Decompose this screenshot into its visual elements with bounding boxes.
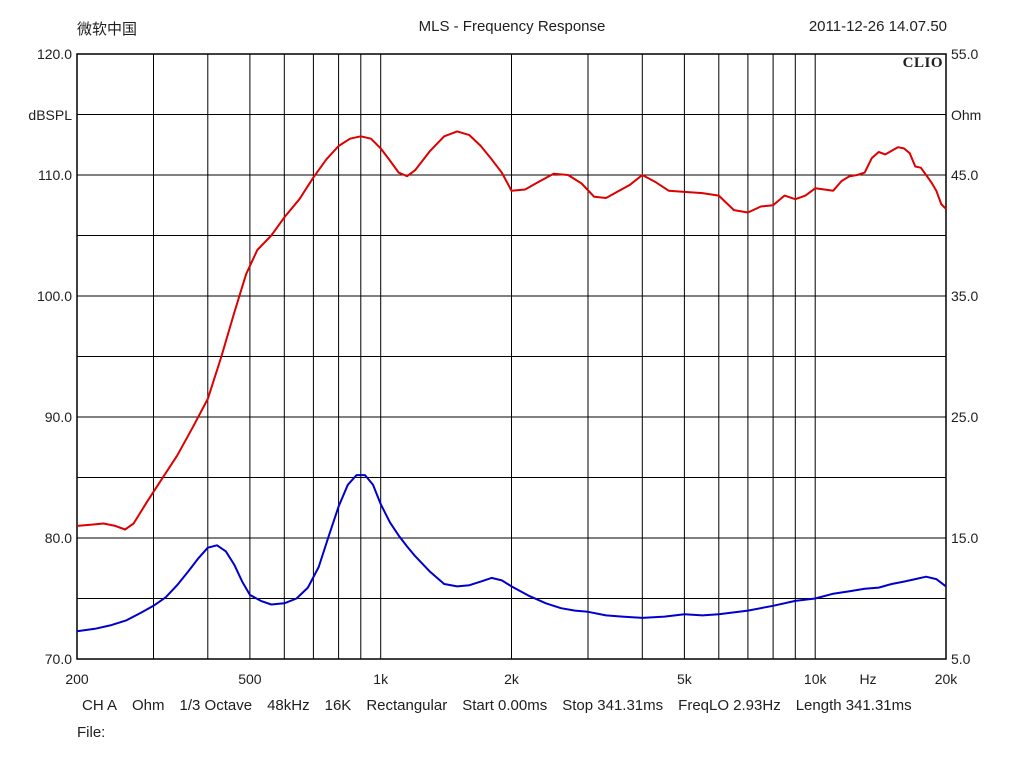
x-tick-label: 200 [65,671,89,687]
param-item: Stop 341.31ms [562,697,664,714]
file-label: File: [77,724,106,741]
y-right-tick-label: 45.0 [951,167,978,183]
x-tick-label: 5k [677,671,693,687]
y-right-tick-label: 15.0 [951,530,978,546]
param-item: Rectangular [366,697,448,714]
param-item: Ohm [132,697,165,714]
axis-labels: 120.0 110.0 100.0 90.0 80.0 70.0 55.0 45.0 35.0 2… [28,46,981,687]
y-right-tick-label: 35.0 [951,288,978,304]
y-left-tick-label: 70.0 [45,651,72,667]
y-left-tick-label: 120.0 [37,46,72,62]
x-tick-label: 1k [373,671,389,687]
impedance-curve [76,474,947,633]
param-item: Length 341.31ms [795,697,912,714]
param-item: 1/3 Octave [179,697,253,714]
param-item: Start 0.00ms [462,697,548,714]
x-tick-label: 20k [935,671,959,687]
chart-title: MLS - Frequency Response [418,18,606,35]
y-right-tick-label: 25.0 [951,409,978,425]
y-left-tick-label: 100.0 [37,288,72,304]
series-layer [76,130,947,633]
param-item: 48kHz [267,697,310,714]
clio-logo: CLIO [903,55,943,71]
y-left-tick-label: 110.0 [38,167,72,183]
header-left-label: 微软中国 [77,21,138,38]
x-tick-label: 10k [804,671,828,687]
param-item: 16K [324,697,352,714]
y-left-axis-label: dBSPL [28,107,72,123]
y-left-tick-label: 80.0 [45,530,72,546]
y-right-tick-label: 55.0 [951,46,978,62]
y-left-tick-label: 90.0 [45,409,72,425]
param-item: FreqLO 2.93Hz [678,697,781,714]
x-tick-label: 2k [504,671,520,687]
timestamp: 2011-12-26 14.07.50 [808,18,947,35]
y-right-axis-label: Ohm [951,107,981,123]
y-right-tick-label: 5.0 [951,651,971,667]
x-unit-label: Hz [859,671,876,687]
param-item: CH A [82,697,118,714]
grid-lines [76,53,947,660]
spl-curve [76,130,947,531]
x-tick-label: 500 [238,671,262,687]
measurement-parameters: CH A Ohm 1/3 Octave 48kHz 16K Rectangular Star… [82,697,927,714]
